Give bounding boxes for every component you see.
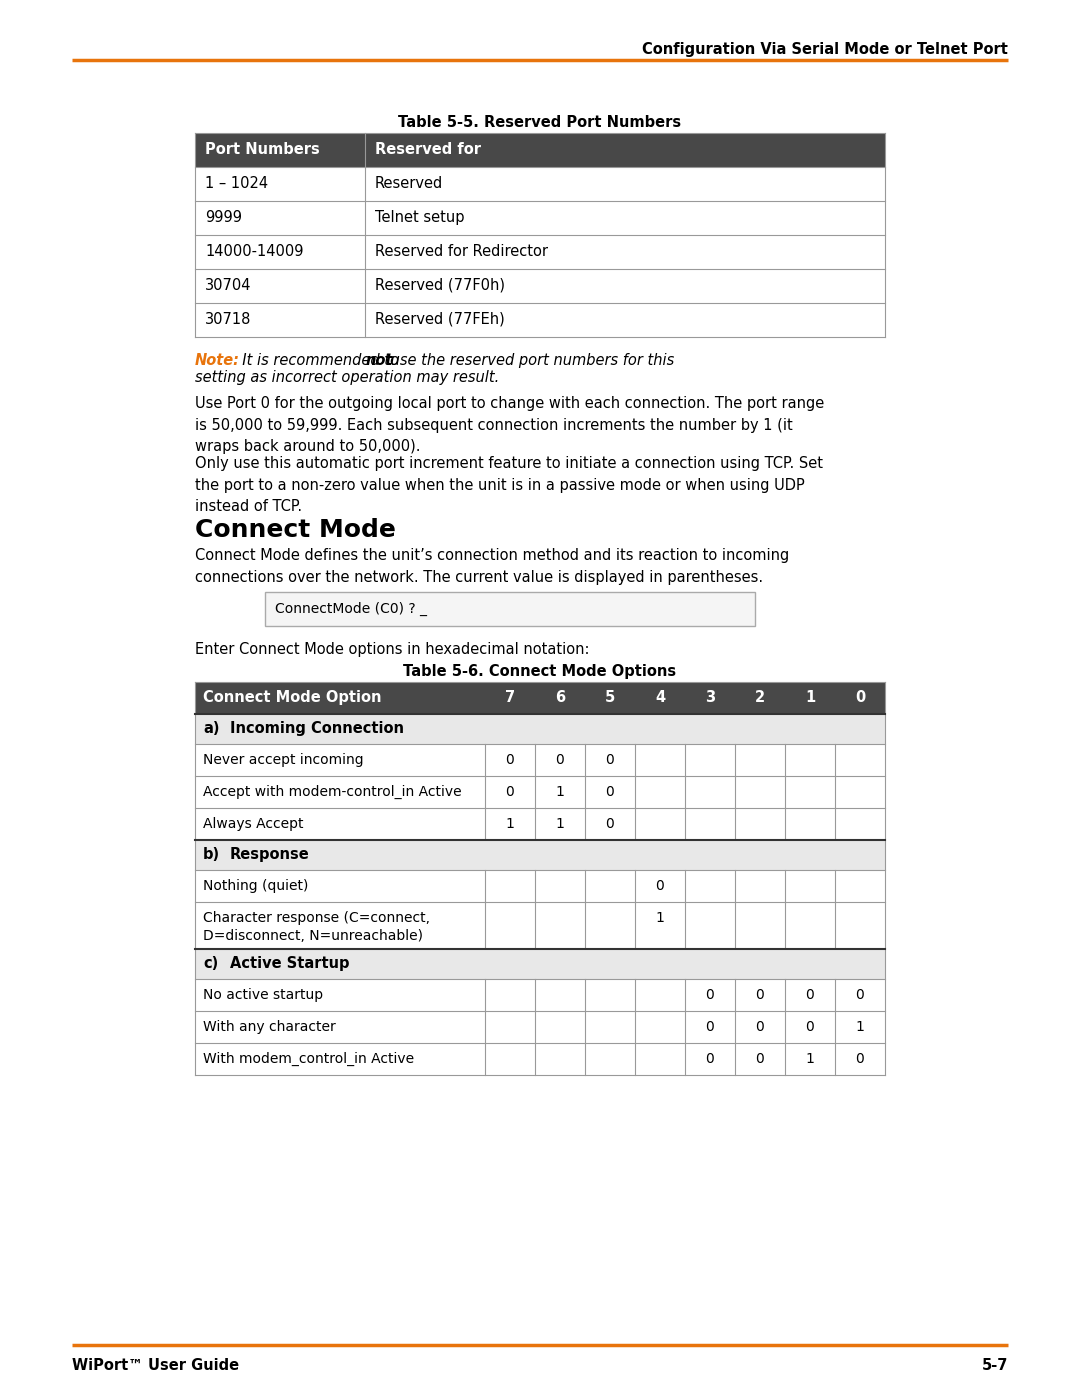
- Text: 14000-14009: 14000-14009: [205, 244, 303, 258]
- Text: 0: 0: [705, 1020, 714, 1034]
- Text: 5: 5: [605, 690, 616, 705]
- Text: 0: 0: [756, 1052, 765, 1066]
- Text: Connect Mode Option: Connect Mode Option: [203, 690, 381, 705]
- Text: Reserved: Reserved: [375, 176, 443, 191]
- Text: 0: 0: [505, 785, 514, 799]
- Text: setting as incorrect operation may result.: setting as incorrect operation may resul…: [195, 370, 499, 386]
- Text: Reserved (77F0h): Reserved (77F0h): [375, 278, 505, 293]
- Text: 0: 0: [606, 817, 615, 831]
- Text: b): b): [203, 847, 220, 862]
- Text: 0: 0: [756, 988, 765, 1002]
- Text: Port Numbers: Port Numbers: [205, 142, 320, 156]
- Text: Nothing (quiet): Nothing (quiet): [203, 879, 309, 893]
- Text: Reserved for Redirector: Reserved for Redirector: [375, 244, 548, 258]
- Bar: [195, 133, 885, 168]
- Text: Character response (C=connect,
D=disconnect, N=unreachable): Character response (C=connect, D=disconn…: [203, 911, 430, 943]
- Text: Table 5-5. Reserved Port Numbers: Table 5-5. Reserved Port Numbers: [399, 115, 681, 130]
- Text: 1: 1: [855, 1020, 864, 1034]
- Text: Response: Response: [230, 847, 310, 862]
- Text: Reserved for: Reserved for: [375, 142, 481, 156]
- Text: 0: 0: [656, 879, 664, 893]
- Text: c): c): [203, 956, 218, 971]
- Text: 30704: 30704: [205, 278, 252, 293]
- Bar: [265, 592, 755, 626]
- Text: Accept with modem-control_in Active: Accept with modem-control_in Active: [203, 785, 461, 799]
- Text: 0: 0: [505, 753, 514, 767]
- Bar: [195, 949, 885, 979]
- Text: 1: 1: [805, 690, 815, 705]
- Text: Enter Connect Mode options in hexadecimal notation:: Enter Connect Mode options in hexadecima…: [195, 643, 590, 657]
- Text: Connect Mode: Connect Mode: [195, 518, 396, 542]
- Text: Use Port 0 for the outgoing local port to change with each connection. The port : Use Port 0 for the outgoing local port t…: [195, 395, 824, 454]
- Text: 0: 0: [705, 1052, 714, 1066]
- Text: 5-7: 5-7: [982, 1358, 1008, 1373]
- Text: With any character: With any character: [203, 1020, 336, 1034]
- Text: 1: 1: [656, 911, 664, 925]
- Text: Active Startup: Active Startup: [230, 956, 350, 971]
- Text: 30718: 30718: [205, 312, 252, 327]
- Text: 3: 3: [705, 690, 715, 705]
- Text: 2: 2: [755, 690, 765, 705]
- Text: Note:: Note:: [195, 353, 240, 367]
- Text: Reserved (77FEh): Reserved (77FEh): [375, 312, 504, 327]
- Text: ConnectMode (C0) ? _: ConnectMode (C0) ? _: [275, 602, 427, 616]
- Text: a): a): [203, 721, 219, 736]
- Text: Always Accept: Always Accept: [203, 817, 303, 831]
- Text: 7: 7: [505, 690, 515, 705]
- Text: Never accept incoming: Never accept incoming: [203, 753, 364, 767]
- Text: 0: 0: [606, 785, 615, 799]
- Text: Connect Mode defines the unit’s connection method and its reaction to incoming
c: Connect Mode defines the unit’s connecti…: [195, 548, 789, 584]
- Bar: [195, 840, 885, 870]
- Text: Telnet setup: Telnet setup: [375, 210, 464, 225]
- Text: 0: 0: [756, 1020, 765, 1034]
- Text: 0: 0: [806, 1020, 814, 1034]
- Text: 4: 4: [654, 690, 665, 705]
- Text: Table 5-6. Connect Mode Options: Table 5-6. Connect Mode Options: [404, 664, 676, 679]
- Text: 0: 0: [855, 1052, 864, 1066]
- Text: 1: 1: [806, 1052, 814, 1066]
- Text: 1: 1: [555, 817, 565, 831]
- Text: Only use this automatic port increment feature to initiate a connection using TC: Only use this automatic port increment f…: [195, 455, 823, 514]
- Text: use the reserved port numbers for this: use the reserved port numbers for this: [386, 353, 674, 367]
- Text: With modem_control_in Active: With modem_control_in Active: [203, 1052, 414, 1066]
- Text: 1: 1: [555, 785, 565, 799]
- Text: not: not: [366, 353, 393, 367]
- Text: 0: 0: [555, 753, 565, 767]
- Text: 1: 1: [505, 817, 514, 831]
- Bar: [195, 682, 885, 714]
- Text: WiPort™ User Guide: WiPort™ User Guide: [72, 1358, 239, 1373]
- Text: 1 – 1024: 1 – 1024: [205, 176, 268, 191]
- Text: 0: 0: [806, 988, 814, 1002]
- Text: No active startup: No active startup: [203, 988, 323, 1002]
- Text: 0: 0: [606, 753, 615, 767]
- Text: Configuration Via Serial Mode or Telnet Port: Configuration Via Serial Mode or Telnet …: [643, 42, 1008, 57]
- Text: 0: 0: [855, 988, 864, 1002]
- Text: 6: 6: [555, 690, 565, 705]
- Text: 0: 0: [855, 690, 865, 705]
- Text: It is recommended to: It is recommended to: [233, 353, 404, 367]
- Text: 0: 0: [705, 988, 714, 1002]
- Bar: [195, 714, 885, 745]
- Text: 9999: 9999: [205, 210, 242, 225]
- Text: Incoming Connection: Incoming Connection: [230, 721, 404, 736]
